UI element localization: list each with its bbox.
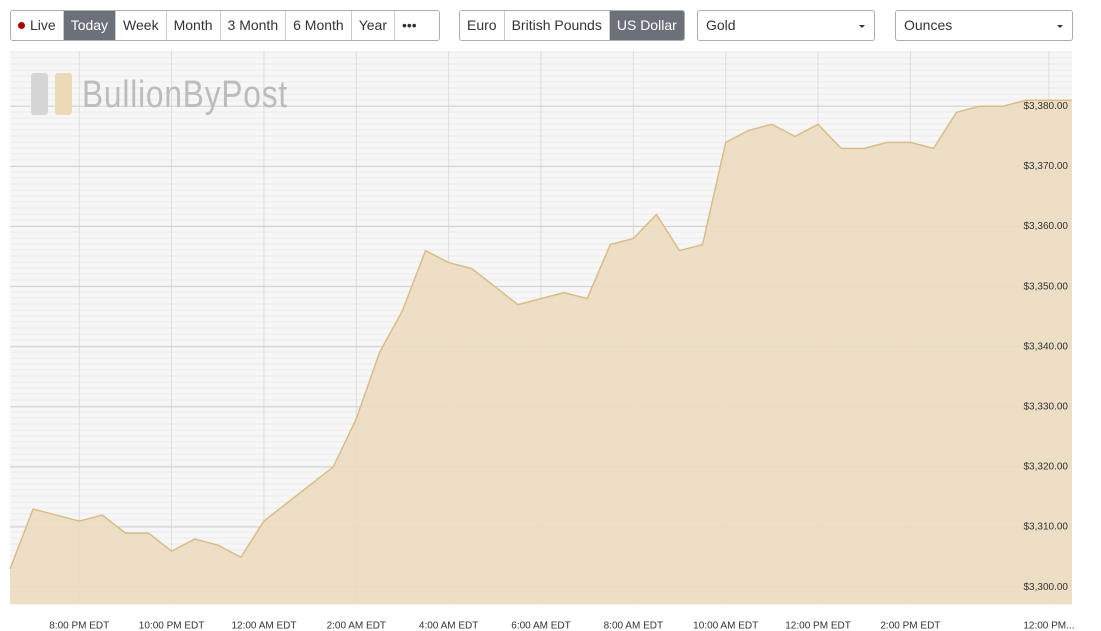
label: Week — [123, 17, 159, 33]
y-tick-label: $3,360.00 — [1024, 221, 1069, 232]
x-tick-label: 2:00 PM EDT — [880, 621, 940, 631]
currency-group: Euro British Pounds US Dollar — [459, 10, 685, 41]
label: Year — [358, 17, 387, 33]
label: US Dollar — [616, 17, 677, 33]
period-button[interactable]: Live — [11, 11, 64, 40]
period-group: Live Today Week Month 3 Month 6 Month Year ••• — [10, 10, 440, 41]
y-tick-label: $3,350.00 — [1024, 281, 1069, 292]
y-tick-label: $3,310.00 — [1024, 522, 1069, 533]
x-tick-label: 6:00 AM EDT — [511, 621, 570, 631]
label: Today — [70, 17, 109, 33]
y-tick-label: $3,380.00 — [1024, 101, 1069, 112]
logo-icon — [31, 73, 48, 115]
unit-select[interactable]: Ounces — [895, 10, 1073, 41]
label: Euro — [467, 17, 497, 33]
period-button[interactable]: Today — [63, 11, 117, 40]
x-tick-label: 8:00 PM EDT — [49, 621, 109, 631]
x-tick-label: 10:00 AM EDT — [693, 621, 758, 631]
currency-button[interactable]: Euro — [460, 11, 505, 40]
label: British Pounds — [511, 17, 602, 33]
period-button[interactable]: Week — [116, 11, 167, 40]
area — [10, 100, 1072, 605]
period-button[interactable]: Year — [351, 11, 395, 40]
period-button[interactable]: Month — [166, 11, 221, 40]
x-tick-label: 8:00 AM EDT — [604, 621, 663, 631]
x-tick-label: 12:00 PM EDT — [785, 621, 851, 631]
label: 6 Month — [293, 17, 344, 33]
y-tick-label: $3,330.00 — [1024, 401, 1069, 412]
y-tick-label: $3,370.00 — [1024, 161, 1069, 172]
x-tick-label: 12:00 AM EDT — [231, 621, 296, 631]
plot-background — [10, 51, 1072, 604]
x-tick-label: 12:00 PM... — [1023, 621, 1074, 631]
x-tick-label: 4:00 AM EDT — [419, 621, 478, 631]
label: Live — [30, 17, 56, 33]
period-button[interactable]: 3 Month — [220, 11, 287, 40]
label: ••• — [402, 17, 417, 33]
x-tick-label: 2:00 AM EDT — [327, 621, 386, 631]
label: 3 Month — [227, 17, 279, 33]
logo-icon — [55, 73, 72, 115]
period-button[interactable]: 6 Month — [286, 11, 352, 40]
live-dot — [18, 22, 25, 29]
more-button[interactable]: ••• — [395, 11, 439, 40]
y-tick-label: $3,300.00 — [1024, 582, 1069, 593]
line — [9, 99, 1072, 570]
logo-text: BullionByPost — [82, 74, 288, 116]
y-tick-label: $3,340.00 — [1024, 341, 1069, 352]
y-tick-label: $3,320.00 — [1024, 462, 1069, 473]
metal-select[interactable]: Gold — [697, 10, 875, 41]
x-tick-label: 10:00 PM EDT — [139, 621, 205, 631]
label: Month — [173, 17, 213, 33]
currency-button[interactable]: British Pounds — [504, 11, 610, 40]
currency-button[interactable]: US Dollar — [609, 11, 684, 40]
